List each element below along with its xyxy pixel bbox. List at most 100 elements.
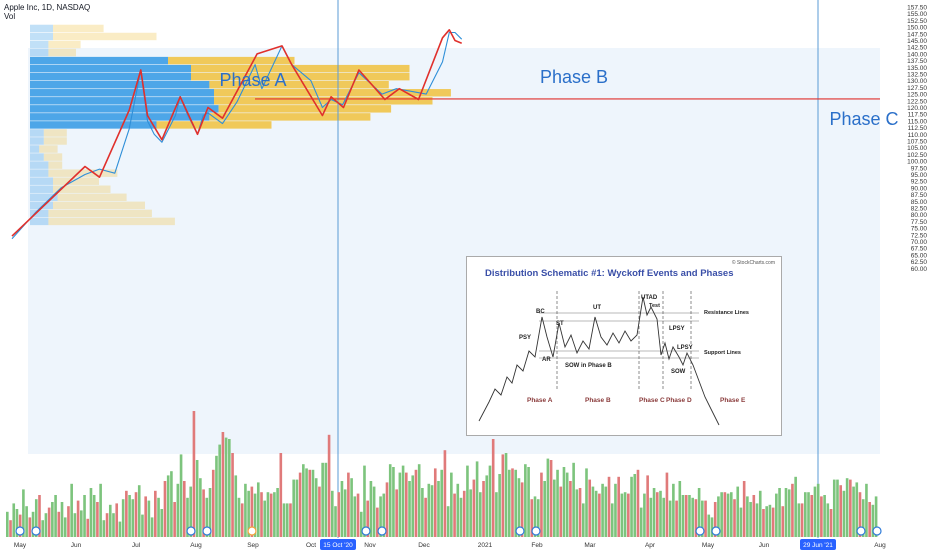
volume-profile-up-bar bbox=[30, 185, 53, 193]
volume-bar bbox=[466, 465, 469, 537]
y-tick-label: 137.50 bbox=[907, 58, 927, 65]
volume-bar bbox=[240, 503, 244, 537]
symbol-title: Apple Inc, 1D, NASDAQ bbox=[4, 3, 91, 12]
y-tick-label: 142.50 bbox=[907, 45, 927, 52]
volume-profile-up-bar bbox=[30, 217, 49, 226]
event-label-bc: BC bbox=[536, 309, 545, 315]
volume-bar bbox=[672, 483, 675, 537]
volume-bar bbox=[858, 492, 862, 537]
y-tick-label: 87.50 bbox=[911, 192, 928, 199]
volume-bar bbox=[18, 514, 22, 537]
volume-bar bbox=[746, 496, 749, 537]
volume-bar bbox=[581, 503, 585, 537]
volume-bar bbox=[276, 488, 279, 537]
volume-bar bbox=[369, 481, 373, 537]
y-tick-label: 92.50 bbox=[911, 179, 928, 186]
volume-bar bbox=[720, 492, 723, 537]
volume-bar bbox=[321, 462, 324, 537]
y-tick-label: 115.00 bbox=[908, 118, 928, 125]
volume-bar bbox=[604, 486, 608, 537]
volume-profile-down-bar bbox=[48, 169, 118, 177]
volume-bar bbox=[816, 483, 820, 537]
volume-bar bbox=[791, 483, 794, 537]
volume-bar bbox=[253, 493, 257, 537]
volume-bar bbox=[749, 502, 752, 537]
volume-bar bbox=[520, 482, 524, 537]
volume-profile-up-bar bbox=[30, 145, 40, 153]
volume-bar bbox=[228, 439, 231, 537]
event-label-lpsy-2: LPSY bbox=[677, 345, 693, 351]
volume-bar bbox=[376, 507, 379, 537]
event-label-st: ST bbox=[556, 321, 564, 327]
event-marker-icon bbox=[711, 526, 721, 536]
volume-bar bbox=[25, 506, 28, 537]
volume-bar bbox=[330, 490, 334, 537]
volume-bar bbox=[6, 511, 9, 537]
volume-bar bbox=[479, 492, 482, 537]
x-tick-label: 2021 bbox=[478, 542, 493, 549]
volume-bar bbox=[453, 493, 456, 537]
volume-bar bbox=[652, 488, 656, 537]
volume-bar bbox=[318, 486, 321, 537]
volume-bar bbox=[60, 502, 64, 537]
volume-bar bbox=[118, 521, 122, 537]
volume-bar bbox=[565, 472, 569, 537]
volume-bar bbox=[681, 495, 685, 537]
date-badge-bg bbox=[800, 539, 836, 550]
x-tick-label: May bbox=[14, 542, 27, 549]
volume-bar bbox=[559, 486, 563, 537]
volume-bar bbox=[836, 479, 839, 537]
volume-bar bbox=[76, 500, 80, 537]
date-badge: 15 Oct '20 bbox=[320, 539, 356, 550]
y-tick-label: 110.00 bbox=[908, 132, 928, 139]
event-marker-icon bbox=[361, 526, 371, 536]
volume-profile-down-bar bbox=[39, 145, 58, 153]
volume-bar bbox=[832, 479, 836, 537]
event-label-ut: UT bbox=[593, 305, 601, 311]
date-badge-bg bbox=[320, 539, 356, 550]
volume-bar bbox=[655, 492, 659, 537]
volume-bar bbox=[723, 492, 727, 537]
volume-bar bbox=[556, 469, 559, 537]
volume-bar bbox=[829, 509, 833, 537]
volume-bar bbox=[208, 488, 212, 537]
date-badge: 29 Jun '21 bbox=[800, 539, 836, 550]
volume-bar bbox=[553, 479, 556, 537]
volume-bar bbox=[794, 476, 797, 537]
phase-c-label: Phase C bbox=[829, 109, 898, 129]
volume-bar bbox=[157, 497, 160, 537]
volume-bar bbox=[343, 489, 347, 537]
volume-bar bbox=[221, 432, 225, 537]
volume-bar bbox=[234, 475, 238, 537]
y-tick-label: 147.50 bbox=[907, 31, 927, 38]
volume-profile-down-bar bbox=[209, 81, 389, 89]
volume-bar bbox=[289, 503, 292, 537]
volume-bar bbox=[433, 468, 437, 537]
volume-bar bbox=[807, 492, 810, 537]
volume-profile-up-bar bbox=[30, 193, 58, 201]
volume-bar bbox=[160, 509, 164, 537]
volume-bar bbox=[395, 489, 398, 537]
volume-bar bbox=[562, 467, 566, 537]
volume-bar bbox=[688, 495, 691, 537]
volume-bar bbox=[99, 483, 102, 537]
y-axis: 157.50155.00152.50150.00147.50145.00142.… bbox=[907, 5, 927, 273]
volume-bar bbox=[437, 481, 440, 537]
volume-profile-down-bar bbox=[53, 201, 145, 210]
volume-bar bbox=[617, 476, 620, 537]
volume-bar bbox=[121, 499, 125, 537]
event-marker-icon bbox=[872, 526, 882, 536]
schematic-phase-d: Phase D bbox=[666, 397, 692, 404]
volume-bar bbox=[524, 464, 527, 537]
volume-profile-down-bar bbox=[156, 121, 272, 129]
event-marker-icon bbox=[202, 526, 212, 536]
volume-bar bbox=[591, 486, 595, 537]
volume-bar bbox=[598, 493, 601, 537]
volume-profile-up-bar bbox=[30, 129, 44, 137]
price-series bbox=[11, 28, 463, 240]
volume-bar bbox=[861, 499, 865, 537]
volume-profile bbox=[30, 24, 451, 226]
volume-bar bbox=[578, 488, 582, 537]
volume-bar bbox=[739, 507, 743, 537]
volume-profile-up-bar bbox=[30, 81, 210, 89]
